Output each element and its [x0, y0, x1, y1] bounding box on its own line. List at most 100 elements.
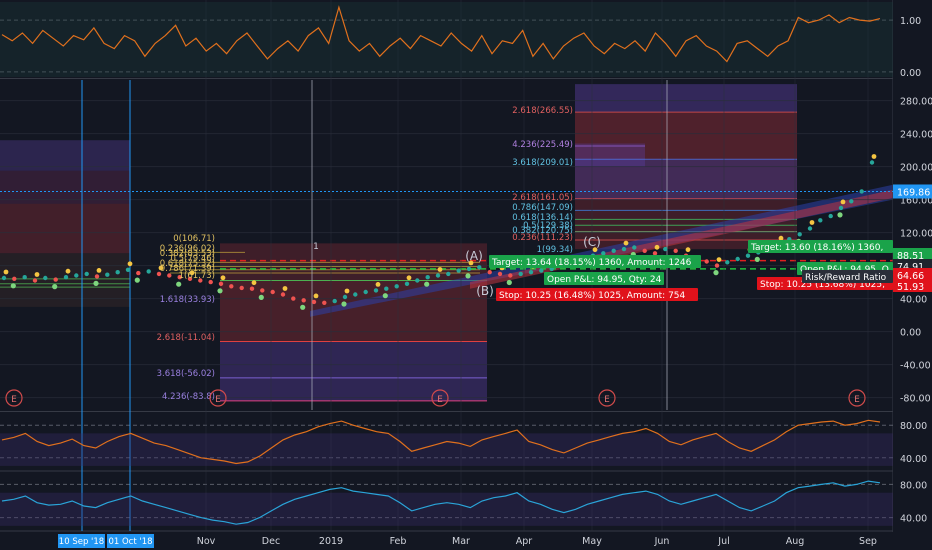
price-point [642, 248, 647, 253]
price-level-badge[interactable] [893, 248, 932, 261]
price-level-text: 74.91 [897, 262, 924, 273]
price-point [828, 213, 833, 219]
price-axis-tick: -40.00 [900, 361, 931, 372]
time-axis-label: Jun [654, 536, 670, 547]
time-axis-label: Jul [717, 536, 729, 547]
pattern-point-label: (A) [465, 249, 483, 263]
price-point [177, 275, 182, 280]
price-point [621, 246, 627, 252]
price-point [818, 218, 823, 223]
price-point [373, 288, 379, 293]
signal-dot-high [65, 268, 71, 274]
signal-dot-low [424, 281, 430, 287]
fib-label-left: 0.786(71.39) [160, 264, 215, 274]
signal-dot-high [375, 282, 381, 287]
price-point [105, 272, 110, 277]
signal-dot-high [158, 265, 164, 271]
date-badge[interactable] [58, 534, 105, 548]
date-badge-text: 01 Oct '18 [108, 537, 152, 547]
signal-dot-high [127, 261, 133, 267]
pattern-point-label: (B) [476, 284, 494, 298]
price-point [115, 270, 120, 275]
price-point [363, 289, 368, 295]
event-marker[interactable] [209, 389, 227, 407]
price-point [270, 289, 275, 295]
signal-dot-low [134, 277, 140, 283]
event-marker[interactable] [5, 389, 23, 407]
event-marker[interactable] [848, 389, 866, 407]
time-axis-label: Nov [197, 536, 216, 547]
fib-label-right: 0.382(120.75) [512, 226, 573, 236]
event-marker[interactable] [431, 389, 449, 407]
top-oscillator-axis-tick: 0.00 [900, 68, 921, 79]
price-point [663, 246, 668, 252]
event-marker-letter: E [854, 395, 860, 405]
fib-label-right: 0.236(111.23) [512, 233, 573, 243]
fib-label-right: 4.236(225.49) [512, 140, 573, 150]
price-level-badge[interactable] [893, 279, 932, 292]
price-point [487, 270, 492, 275]
fib-zone-left-top [0, 140, 130, 171]
signal-dot-low [837, 212, 843, 218]
current-price-badge[interactable] [893, 184, 932, 199]
price-axis-tick: 240.00 [900, 130, 932, 141]
signal-dot-high [282, 286, 288, 291]
signal-dot-low [754, 256, 760, 262]
signal-dot-low [258, 294, 264, 300]
event-marker[interactable] [598, 389, 616, 407]
annotation-labels: 0(106.71)0.236(96.02)0.382(83.53)0.5(79.… [5, 106, 893, 407]
price-level-badge[interactable] [893, 268, 932, 281]
risk-reward-label[interactable] [802, 270, 893, 283]
signal-dot-high [437, 267, 443, 272]
price-point [714, 263, 720, 268]
price-point [311, 299, 317, 305]
price-point [477, 265, 482, 270]
rsi-oscillator-band [0, 433, 893, 466]
fib-zone-left-low [0, 253, 130, 307]
signal-dot-low [341, 301, 347, 307]
price-point [704, 259, 709, 264]
stop-label[interactable] [496, 288, 698, 301]
event-marker-letter: E [215, 395, 221, 405]
price-point [167, 273, 172, 278]
rsi-oscillator-line [1, 419, 881, 465]
date-badge[interactable] [107, 534, 154, 548]
price-point [198, 278, 203, 283]
price-point [797, 232, 802, 237]
price-point [63, 275, 69, 280]
price-point [425, 275, 430, 280]
fib-zone-mid-purple [220, 341, 487, 401]
price-point [84, 271, 89, 277]
fib-label-left: 0.5(79.46) [171, 254, 215, 264]
target-label[interactable] [489, 255, 701, 268]
target-label-right[interactable] [748, 240, 893, 253]
price-point [125, 267, 131, 272]
time-axis-label: Sep [859, 536, 877, 547]
price-point [539, 268, 544, 273]
price-point [239, 285, 244, 291]
time-axis-label: Apr [516, 536, 533, 547]
second-oscillator-axis-tick: 80.00 [900, 480, 927, 491]
stop-label-right-text: Stop: 10.25 (13.68%) 1025, [760, 280, 885, 290]
time-axis-label: Dec [262, 536, 280, 547]
fib-zone-right-blue [575, 159, 797, 200]
price-point [394, 284, 399, 289]
price-point [735, 256, 740, 262]
price-point [53, 277, 58, 282]
price-point [508, 273, 513, 278]
fib-label-left: 0(106.71) [173, 234, 215, 244]
price-axis-tick: 120.00 [900, 229, 932, 240]
fib-label-left: 2.618(-11.04) [157, 333, 215, 343]
price-point [611, 248, 616, 253]
open-pnl-label[interactable] [544, 272, 664, 285]
signal-dot-low [465, 273, 471, 279]
price-point [859, 189, 864, 194]
signal-dot-high [840, 199, 846, 205]
signal-dot-high [313, 293, 319, 299]
target-label-right-text: Target: 13.60 (18.16%) 1360, [750, 243, 883, 253]
price-axis-tick: 0.00 [900, 328, 921, 339]
price-point [156, 271, 162, 277]
price-point [446, 271, 451, 277]
fib-zone-left-mid [0, 170, 130, 204]
